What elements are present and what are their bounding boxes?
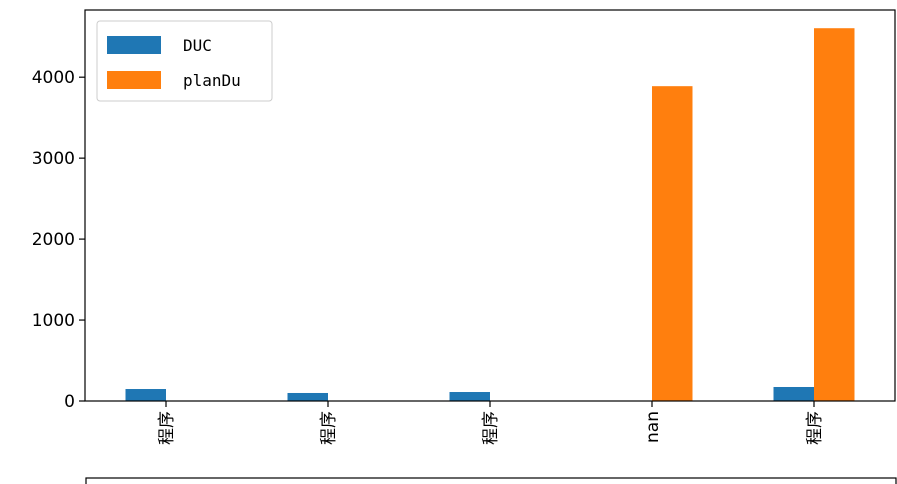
bar: [287, 392, 328, 401]
x-tick-label: 程序: [805, 411, 825, 445]
x-tick-label: 程序: [319, 411, 339, 445]
legend-label: DUC: [183, 36, 212, 55]
next-panel-edge: [85, 477, 897, 484]
y-tick-label: 2000: [32, 230, 75, 250]
x-tick-label: 程序: [157, 411, 177, 445]
legend-label: planDu: [183, 71, 241, 90]
legend-swatch: [107, 71, 161, 89]
bar: [449, 392, 490, 401]
bar: [125, 389, 166, 401]
y-tick-label: 3000: [32, 149, 75, 169]
bar: [814, 28, 855, 401]
plot-area: 0 1000 2000 3000 4000 程序 程序 程序 nan 程序: [32, 28, 855, 445]
y-tick-label: 0: [64, 392, 75, 412]
bar: [773, 386, 814, 401]
bar: [652, 86, 693, 401]
legend-swatch: [107, 36, 161, 54]
axes-frame: [84, 9, 896, 402]
x-tick-label: nan: [643, 411, 663, 443]
y-tick-label: 1000: [32, 311, 75, 331]
y-tick-label: 4000: [32, 68, 75, 88]
x-tick-label: 程序: [481, 411, 501, 445]
